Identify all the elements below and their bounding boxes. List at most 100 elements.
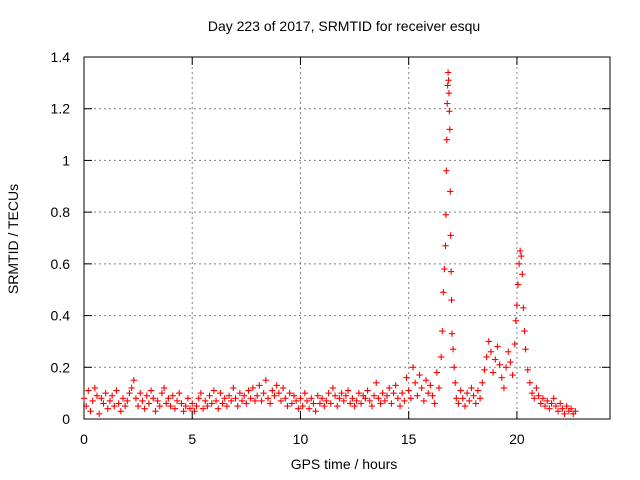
data-point bbox=[554, 408, 562, 415]
data-point bbox=[528, 389, 536, 397]
grid-layer bbox=[84, 57, 610, 419]
data-point bbox=[117, 408, 124, 415]
data-point bbox=[234, 402, 241, 410]
data-point bbox=[111, 402, 118, 410]
data-point bbox=[277, 397, 285, 405]
data-point bbox=[160, 384, 168, 392]
data-point bbox=[271, 392, 278, 399]
data-point bbox=[357, 400, 365, 407]
y-axis-label: SRMTID / TECUs bbox=[5, 184, 21, 294]
y-tick-label: 0.8 bbox=[51, 204, 71, 220]
data-point bbox=[461, 402, 469, 410]
data-point bbox=[435, 384, 443, 392]
x-axis-label: GPS time / hours bbox=[291, 456, 398, 472]
data-point bbox=[85, 387, 92, 394]
data-point bbox=[533, 384, 540, 392]
data-point bbox=[474, 387, 482, 394]
data-point bbox=[219, 400, 226, 407]
data-point bbox=[331, 392, 339, 399]
data-point bbox=[559, 405, 566, 412]
data-point bbox=[472, 400, 479, 407]
y-tick-label: 0.2 bbox=[51, 359, 71, 375]
data-point bbox=[204, 402, 211, 410]
data-point bbox=[189, 400, 196, 407]
data-point bbox=[279, 384, 287, 392]
data-point bbox=[411, 379, 419, 386]
data-point bbox=[323, 397, 330, 405]
data-point bbox=[470, 392, 477, 399]
data-point bbox=[567, 405, 575, 412]
data-point bbox=[405, 387, 412, 394]
data-point bbox=[225, 392, 233, 399]
data-point bbox=[163, 400, 170, 407]
data-point bbox=[260, 389, 267, 397]
data-point bbox=[463, 389, 471, 397]
data-point bbox=[128, 384, 135, 392]
data-point bbox=[394, 395, 402, 402]
data-point bbox=[386, 384, 393, 392]
x-tick-label: 5 bbox=[188, 431, 196, 447]
data-point bbox=[409, 364, 417, 371]
data-point bbox=[443, 167, 450, 174]
data-point bbox=[544, 397, 551, 405]
data-point bbox=[450, 364, 458, 371]
data-point bbox=[496, 361, 503, 368]
data-point bbox=[215, 405, 222, 412]
data-point bbox=[448, 330, 456, 337]
data-point bbox=[221, 395, 228, 402]
data-point bbox=[507, 358, 514, 366]
data-point bbox=[414, 392, 421, 399]
data-point bbox=[466, 397, 473, 405]
data-point bbox=[80, 395, 88, 402]
data-point bbox=[91, 384, 99, 392]
data-point bbox=[452, 379, 459, 386]
data-point bbox=[210, 387, 218, 394]
data-point bbox=[476, 395, 484, 402]
data-point bbox=[249, 384, 257, 392]
data-point bbox=[104, 405, 112, 412]
data-point bbox=[145, 400, 153, 407]
data-point bbox=[455, 400, 462, 407]
data-point bbox=[195, 395, 202, 402]
data-point bbox=[439, 327, 446, 335]
data-point bbox=[550, 395, 557, 402]
data-point bbox=[509, 371, 516, 379]
data-point bbox=[130, 377, 137, 384]
data-point bbox=[349, 395, 356, 402]
data-point bbox=[514, 281, 522, 288]
data-point bbox=[223, 402, 231, 410]
data-point bbox=[531, 395, 538, 402]
data-point bbox=[143, 392, 150, 399]
data-point bbox=[512, 317, 520, 324]
data-point bbox=[202, 397, 209, 405]
data-point bbox=[444, 100, 451, 107]
data-point bbox=[169, 392, 176, 399]
data-point bbox=[513, 302, 521, 309]
data-point bbox=[447, 188, 454, 195]
data-point bbox=[82, 402, 90, 410]
data-point bbox=[98, 395, 105, 402]
data-point bbox=[236, 389, 244, 397]
data-point bbox=[247, 395, 254, 402]
data-point bbox=[381, 397, 389, 405]
data-point bbox=[468, 384, 475, 392]
data-point bbox=[492, 356, 499, 363]
data-point bbox=[561, 410, 568, 418]
data-point bbox=[308, 395, 315, 402]
data-point bbox=[232, 395, 239, 402]
data-point bbox=[505, 348, 512, 355]
data-point bbox=[347, 400, 354, 407]
data-point bbox=[295, 405, 302, 412]
data-point bbox=[208, 400, 215, 407]
data-point bbox=[303, 397, 311, 405]
data-point bbox=[299, 402, 306, 410]
data-point bbox=[95, 410, 103, 418]
points-layer bbox=[80, 69, 579, 418]
data-point bbox=[165, 395, 172, 402]
data-point bbox=[440, 289, 447, 296]
data-point bbox=[344, 387, 352, 394]
data-point bbox=[150, 395, 157, 402]
data-point bbox=[102, 389, 109, 397]
data-point bbox=[240, 392, 248, 399]
data-point bbox=[418, 384, 425, 392]
